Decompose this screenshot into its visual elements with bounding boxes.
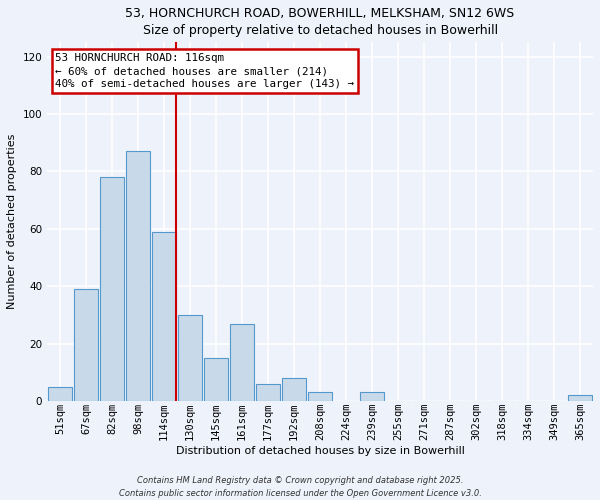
Text: Contains HM Land Registry data © Crown copyright and database right 2025.
Contai: Contains HM Land Registry data © Crown c… — [119, 476, 481, 498]
X-axis label: Distribution of detached houses by size in Bowerhill: Distribution of detached houses by size … — [176, 446, 464, 456]
Bar — [100, 177, 124, 401]
Bar — [48, 387, 72, 401]
Bar — [126, 152, 150, 401]
Bar — [230, 324, 254, 401]
Bar — [74, 289, 98, 401]
Bar — [256, 384, 280, 401]
Bar — [308, 392, 332, 401]
Bar — [178, 315, 202, 401]
Bar — [568, 396, 592, 401]
Bar — [152, 232, 176, 401]
Y-axis label: Number of detached properties: Number of detached properties — [7, 134, 17, 310]
Bar — [204, 358, 228, 401]
Bar — [282, 378, 306, 401]
Title: 53, HORNCHURCH ROAD, BOWERHILL, MELKSHAM, SN12 6WS
Size of property relative to : 53, HORNCHURCH ROAD, BOWERHILL, MELKSHAM… — [125, 7, 515, 37]
Bar — [360, 392, 384, 401]
Text: 53 HORNCHURCH ROAD: 116sqm
← 60% of detached houses are smaller (214)
40% of sem: 53 HORNCHURCH ROAD: 116sqm ← 60% of deta… — [55, 53, 355, 90]
